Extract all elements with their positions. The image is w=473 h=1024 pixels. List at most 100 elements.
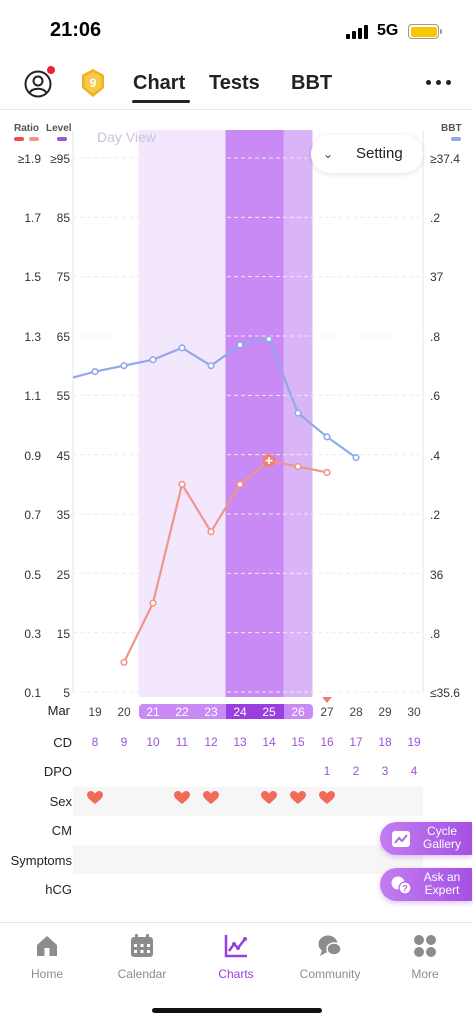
more-options-icon[interactable] <box>426 80 452 88</box>
status-time: 21:06 <box>50 19 102 41</box>
bbt-tick-label: .8 <box>430 330 441 344</box>
ratio-tick-label: 0.3 <box>24 627 41 641</box>
cd-cell: 14 <box>262 735 276 749</box>
ask-expert-button[interactable]: ? Ask an Expert <box>380 868 472 901</box>
cd-cell: 19 <box>407 735 421 749</box>
tab-tests[interactable]: Tests <box>209 72 260 94</box>
nav-calendar[interactable]: Calendar <box>95 933 189 981</box>
level-tick-label: 65 <box>56 330 70 344</box>
level-badge-icon[interactable]: 9 <box>80 68 106 98</box>
date-cell: 23 <box>204 705 218 719</box>
cd-cell: 12 <box>204 735 218 749</box>
nav-calendar-label: Calendar <box>117 967 167 981</box>
row-label-cd: CD <box>53 735 72 750</box>
peak-date-strip <box>225 704 284 719</box>
community-icon <box>318 935 342 956</box>
home-icon <box>37 936 57 956</box>
calendar-icon <box>131 934 153 957</box>
ratio-tick-label: 1.7 <box>24 211 41 225</box>
bbt-point <box>236 341 244 349</box>
bbt-tick-label: .8 <box>430 627 441 641</box>
cd-cell: 8 <box>91 735 99 749</box>
notification-dot <box>46 65 56 75</box>
level-tick-label: 75 <box>56 270 70 284</box>
chevron-down-icon: ⌄ <box>323 147 334 161</box>
date-cell: 22 <box>175 705 189 719</box>
row-label-cm: CM <box>51 823 72 838</box>
profile-avatar-icon[interactable] <box>24 70 52 98</box>
today-marker-icon <box>322 697 332 703</box>
ratio-tick-label: ≥1.9 <box>17 152 41 166</box>
level-line <box>123 459 328 663</box>
date-cell: 28 <box>349 705 363 719</box>
heart-icon[interactable] <box>319 791 335 805</box>
ratio-tick-label: 0.1 <box>24 686 41 700</box>
ratio-tick-label: 0.9 <box>24 449 41 463</box>
bbt-point <box>352 454 360 462</box>
ratio-legend-swatch <box>14 137 24 141</box>
setting-button[interactable]: ⌄ Setting <box>311 135 423 173</box>
bbt-tick-label: ≥37.4 <box>430 152 460 166</box>
heart-icon[interactable] <box>203 791 219 805</box>
status-bar: 21:06 5G <box>0 0 473 62</box>
nav-charts[interactable]: Charts <box>189 933 283 981</box>
dpo-cell: 2 <box>352 764 360 778</box>
sex-row <box>73 787 423 816</box>
cd-cell: 11 <box>175 735 189 749</box>
level-point <box>294 462 302 471</box>
row-label-sex: Sex <box>49 794 72 809</box>
tab-chart[interactable]: Chart <box>133 72 186 94</box>
top-nav: 9 Chart Tests BBT <box>0 62 473 110</box>
nav-community-label: Community <box>299 967 361 981</box>
nav-community[interactable]: Community <box>283 933 377 981</box>
bbt-tick-label: .2 <box>430 508 441 522</box>
level-tick-label: 25 <box>56 568 70 582</box>
nav-home[interactable]: Home <box>0 933 94 981</box>
date-cell: 21 <box>146 705 160 719</box>
peak-marker-plus-icon <box>265 457 273 465</box>
month-label: Mar <box>47 703 70 718</box>
heart-icon[interactable] <box>290 791 306 805</box>
dpo-cell: 1 <box>323 764 331 778</box>
level-point <box>149 599 157 607</box>
cycle-gallery-button[interactable]: Cycle Gallery <box>380 822 472 855</box>
badge-level: 9 <box>90 76 97 90</box>
level-tick-label: 15 <box>56 627 70 641</box>
home-indicator <box>152 1008 322 1013</box>
level-legend-swatch <box>57 137 67 141</box>
bbt-legend-swatch <box>451 137 461 141</box>
level-tick-label: ≥95 <box>50 152 70 166</box>
cd-cell: 10 <box>146 735 160 749</box>
level-point <box>323 468 331 477</box>
ratio-tick-label: 0.5 <box>24 568 41 582</box>
network-label: 5G <box>377 22 399 39</box>
level-point <box>236 480 244 488</box>
level-point <box>207 528 215 536</box>
hormone-chart[interactable] <box>0 110 473 706</box>
bbt-tick-label: .2 <box>430 211 441 225</box>
level-tick-label: 45 <box>56 449 70 463</box>
nav-more[interactable]: More <box>378 933 472 981</box>
level-tick-label: 35 <box>56 508 70 522</box>
level-point <box>120 658 128 666</box>
bbt-point <box>178 344 186 352</box>
bbt-axis-head: BBT <box>441 123 462 134</box>
ask-expert-label: Ask an Expert <box>423 870 461 897</box>
cycle-gallery-label: Cycle Gallery <box>422 824 461 851</box>
heart-icon[interactable] <box>174 791 190 805</box>
cd-cell: 9 <box>120 735 128 749</box>
date-cell: 26 <box>291 705 305 719</box>
expert-chat-icon: ? <box>391 876 412 895</box>
ratio-tick-label: 1.5 <box>24 270 41 284</box>
date-cell: 24 <box>233 705 247 719</box>
date-cell: 27 <box>320 705 334 719</box>
bbt-point <box>91 368 99 376</box>
bbt-tick-label: 37 <box>430 270 444 284</box>
cd-cell: 16 <box>320 735 334 749</box>
battery-icon <box>408 24 442 39</box>
tab-bbt[interactable]: BBT <box>291 72 333 94</box>
date-cell: 25 <box>262 705 276 719</box>
tab-underline <box>132 100 190 103</box>
heart-icon[interactable] <box>261 791 277 805</box>
heart-icon[interactable] <box>87 791 103 805</box>
